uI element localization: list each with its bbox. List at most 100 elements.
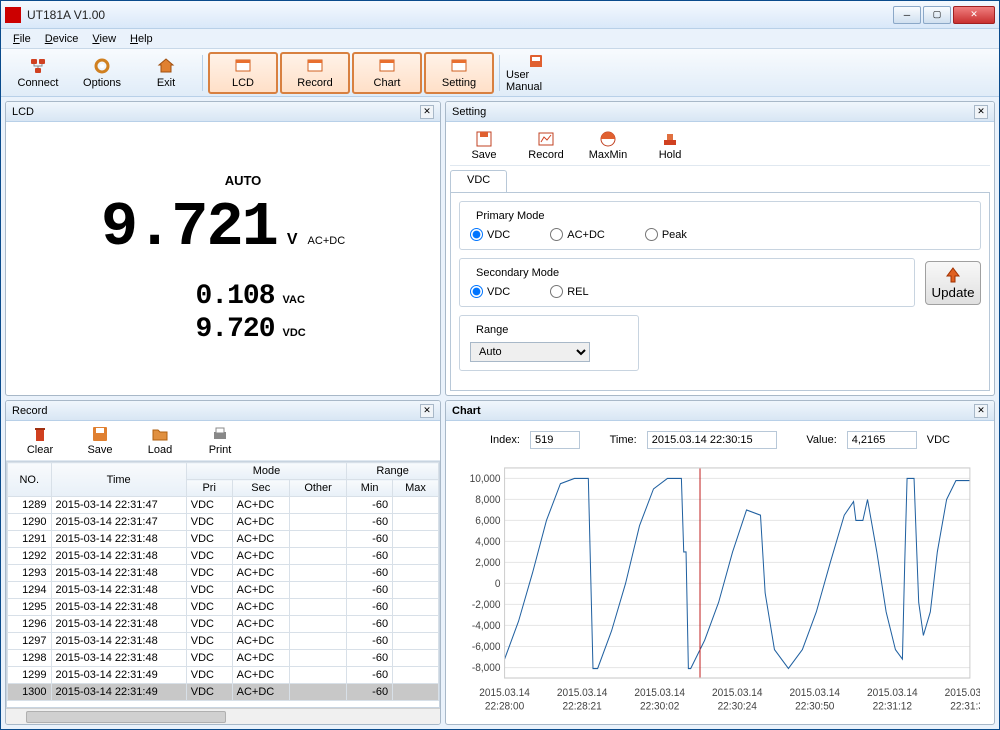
menu-view[interactable]: View <box>86 31 122 47</box>
radio-primary-peak[interactable]: Peak <box>645 228 687 241</box>
arrow-up-icon <box>944 266 962 284</box>
chart-time-input[interactable] <box>647 431 777 449</box>
table-row[interactable]: 12972015-03-14 22:31:48VDCAC+DC-60 <box>8 633 439 650</box>
panel-icon <box>377 57 397 75</box>
record-clear-button[interactable]: Clear <box>12 423 68 458</box>
secondary-mode-legend: Secondary Mode <box>472 267 563 279</box>
folder-icon <box>151 425 169 443</box>
lcd-panel: LCD ✕ AUTO 9.721 V AC+DC 0.108 VAC <box>5 101 441 396</box>
table-row[interactable]: 13002015-03-14 22:31:49VDCAC+DC-60 <box>8 684 439 701</box>
svg-text:2015.03.14: 2015.03.14 <box>479 686 530 699</box>
svg-text:8,000: 8,000 <box>475 493 500 506</box>
toolbar-lcd[interactable]: LCD <box>208 52 278 94</box>
svg-text:0: 0 <box>495 577 501 590</box>
panel-icon <box>449 57 469 75</box>
update-button[interactable]: Update <box>925 261 981 305</box>
svg-text:2015.03.14: 2015.03.14 <box>712 686 763 699</box>
setting-panel-title: Setting <box>452 106 486 118</box>
radio-primary-vdc[interactable]: VDC <box>470 228 510 241</box>
toolbar-chart[interactable]: Chart <box>352 52 422 94</box>
book-icon <box>526 53 546 67</box>
radio-secondary-vdc[interactable]: VDC <box>470 285 510 298</box>
svg-text:6,000: 6,000 <box>475 514 500 527</box>
table-row[interactable]: 12902015-03-14 22:31:47VDCAC+DC-60 <box>8 514 439 531</box>
chart-index-label: Index: <box>490 434 520 446</box>
menu-device[interactable]: Device <box>39 31 85 47</box>
menubar: File Device View Help <box>1 29 999 49</box>
table-row[interactable]: 12942015-03-14 22:31:48VDCAC+DC-60 <box>8 582 439 599</box>
tab-vdc[interactable]: VDC <box>450 170 507 192</box>
lcd-main-unit: V <box>287 231 298 249</box>
toolbar-record[interactable]: Record <box>280 52 350 94</box>
menu-file[interactable]: File <box>7 31 37 47</box>
svg-text:2015.03.14: 2015.03.14 <box>867 686 918 699</box>
svg-text:22:28:00: 22:28:00 <box>485 700 524 713</box>
svg-text:-4,000: -4,000 <box>472 619 501 632</box>
setting-hold-button[interactable]: Hold <box>642 128 698 163</box>
table-row[interactable]: 12952015-03-14 22:31:48VDCAC+DC-60 <box>8 599 439 616</box>
trash-icon <box>31 425 49 443</box>
chart-panel: Chart ✕ Index: Time: Value: VDC 10,00 <box>445 400 995 725</box>
chart-plot[interactable]: 10,0008,0006,0004,0002,0000-2,000-4,000-… <box>454 459 980 716</box>
close-button[interactable]: ✕ <box>953 6 995 24</box>
svg-text:22:28:21: 22:28:21 <box>562 700 601 713</box>
menu-help[interactable]: Help <box>124 31 159 47</box>
record-print-button[interactable]: Print <box>192 423 248 458</box>
svg-text:10,000: 10,000 <box>470 472 501 485</box>
record-save-button[interactable]: Save <box>72 423 128 458</box>
lcd-sub1-unit: VAC <box>283 294 311 306</box>
table-row[interactable]: 12962015-03-14 22:31:48VDCAC+DC-60 <box>8 616 439 633</box>
radio-primary-acdc[interactable]: AC+DC <box>550 228 605 241</box>
disk-icon <box>91 425 109 443</box>
lcd-panel-title: LCD <box>12 106 34 118</box>
setting-maxmin-button[interactable]: MaxMin <box>580 128 636 163</box>
table-row[interactable]: 12912015-03-14 22:31:48VDCAC+DC-60 <box>8 531 439 548</box>
record-hscrollbar[interactable] <box>6 708 440 724</box>
svg-text:-8,000: -8,000 <box>472 661 501 674</box>
record-load-button[interactable]: Load <box>132 423 188 458</box>
svg-text:2015.03.14: 2015.03.14 <box>557 686 608 699</box>
table-row[interactable]: 12922015-03-14 22:31:48VDCAC+DC-60 <box>8 548 439 565</box>
range-select[interactable]: Auto <box>470 342 590 362</box>
toolbar-manual[interactable]: User Manual <box>505 52 567 94</box>
lcd-panel-close[interactable]: ✕ <box>420 105 434 119</box>
setting-record-button[interactable]: Record <box>518 128 574 163</box>
hold-icon <box>661 130 679 148</box>
lcd-sub2-unit: VDC <box>283 327 311 339</box>
setting-panel-close[interactable]: ✕ <box>974 105 988 119</box>
lcd-main-mode: AC+DC <box>308 235 346 247</box>
svg-text:-6,000: -6,000 <box>472 640 501 653</box>
window-title: UT181A V1.00 <box>27 8 893 22</box>
chart-value-unit: VDC <box>927 434 950 446</box>
main-toolbar: Connect Options Exit LCD Record Chart Se… <box>1 49 999 97</box>
setting-save-button[interactable]: Save <box>456 128 512 163</box>
chart-index-input[interactable] <box>530 431 580 449</box>
lcd-main-value: 9.721 <box>101 192 277 263</box>
chart-value-label: Value: <box>806 434 836 446</box>
table-row[interactable]: 12982015-03-14 22:31:48VDCAC+DC-60 <box>8 650 439 667</box>
svg-text:2015.03.14: 2015.03.14 <box>790 686 841 699</box>
chart-value-input[interactable] <box>847 431 917 449</box>
chart-panel-close[interactable]: ✕ <box>974 404 988 418</box>
toolbar-exit[interactable]: Exit <box>135 52 197 94</box>
print-icon <box>211 425 229 443</box>
svg-text:2015.03.14: 2015.03.14 <box>634 686 685 699</box>
connect-icon <box>28 57 48 75</box>
record-table: NO. Time Mode Range Pri Sec Other Min Ma… <box>7 462 439 701</box>
toolbar-options[interactable]: Options <box>71 52 133 94</box>
radio-secondary-rel[interactable]: REL <box>550 285 588 298</box>
table-row[interactable]: 12892015-03-14 22:31:47VDCAC+DC-60 <box>8 497 439 514</box>
record-panel-close[interactable]: ✕ <box>420 404 434 418</box>
primary-mode-legend: Primary Mode <box>472 210 548 222</box>
minimize-button[interactable]: ─ <box>893 6 921 24</box>
table-row[interactable]: 12932015-03-14 22:31:48VDCAC+DC-60 <box>8 565 439 582</box>
toolbar-connect[interactable]: Connect <box>7 52 69 94</box>
lcd-sub2-value: 9.720 <box>195 314 274 345</box>
chart-panel-title: Chart <box>452 405 481 417</box>
toolbar-setting[interactable]: Setting <box>424 52 494 94</box>
maximize-button[interactable]: ▢ <box>923 6 951 24</box>
table-row[interactable]: 12992015-03-14 22:31:49VDCAC+DC-60 <box>8 667 439 684</box>
svg-text:22:30:50: 22:30:50 <box>795 700 834 713</box>
svg-text:22:31:37: 22:31:37 <box>950 700 980 713</box>
record-icon <box>537 130 555 148</box>
